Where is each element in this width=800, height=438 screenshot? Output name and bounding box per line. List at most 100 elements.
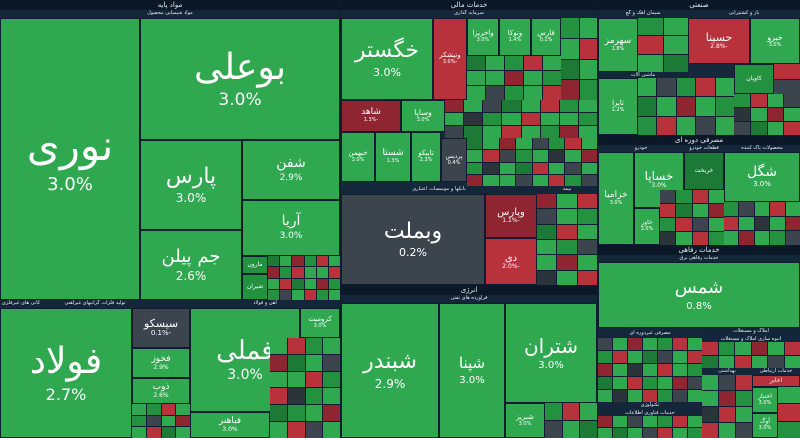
stock-symbol: شتران [523,334,579,358]
stock-tile-boali[interactable]: بوعلی 3.0% [140,18,340,140]
stock-tile-arya[interactable]: آریا 3.0% [242,200,340,256]
stock-change: 1.2% [611,106,625,113]
sector-header: مواد پایه [0,0,340,10]
stock-symbol: فملی [216,335,274,366]
stock-change: 3.0% [373,65,401,79]
stock-tile-vpars[interactable]: وپارس -1.1% [485,194,537,238]
stock-symbol: آوگ [760,418,770,426]
stock-symbol: سهرمز [604,36,632,47]
stock-tile-nouri[interactable]: نوری 3.0% [0,18,140,300]
stock-change: 3.0% [753,179,771,188]
stock-change: 3.0% [416,116,430,123]
stock-change: 3.0% [758,425,772,432]
industry-header-khodro: خودرو [598,145,684,152]
stock-symbol: نوری [26,121,114,170]
stock-tile-shefan[interactable]: شفن 2.9% [242,140,340,200]
small-stocks-mosaic [778,387,800,438]
stock-tile-shams[interactable]: شمس 0.8% [598,262,800,328]
stock-symbol: شستا [382,148,404,159]
stock-symbol: آریا [281,213,301,230]
small-stocks-mosaic [774,64,800,94]
stock-symbol: خگستر [354,38,420,64]
stock-tile-vakhariz[interactable]: واخریزا 3.0% [467,18,499,56]
stock-change: 3.0% [218,90,262,111]
stock-tile-shegol[interactable]: شگل 3.0% [724,152,800,202]
stock-tile-vtouka[interactable]: وتوکا 1.4% [499,18,531,56]
stock-change: 3.0% [227,367,263,384]
stock-change: 3.0% [47,174,93,196]
stock-change: 3.0% [651,182,667,190]
stock-change: 2.3% [419,157,433,164]
small-stocks-mosaic [702,342,800,368]
stock-change: 2.9% [374,376,406,391]
stock-tile-vbmellat[interactable]: وبملت 0.2% [341,194,485,285]
sector-sanati: صنعتی سیمان آهک و گچ بار و کشتیرانی سهرم… [598,0,800,135]
small-stocks-mosaic [702,375,752,438]
stock-tile-akhaber[interactable]: اخابر [752,375,800,387]
industry-header-ahan: آهن و فولاد [190,300,340,308]
stock-tile-sahrom[interactable]: سهرمز 1.8% [598,18,638,72]
stock-tile-pardis[interactable]: پردیس 0.4% [441,138,467,182]
small-stocks-mosaic [445,100,597,138]
stock-tile-maroun[interactable]: مارون [242,256,268,274]
stock-tile-fares[interactable]: فارس 0.1% [531,18,561,56]
industry-header-tech-sub: خدمات فناوری اطلاعات [598,410,702,416]
stock-tile-akhtar[interactable]: اختبار 3.0% [752,387,778,413]
stock-tile-tshahd[interactable]: شاهد -1.3% [341,100,401,132]
stock-symbol: دی [504,252,518,264]
stock-tile-khrikh[interactable]: خریخت [684,152,724,190]
stock-change: 3.0% [609,199,623,206]
stock-symbol: اختبار [758,392,772,400]
stock-tile-kroumit[interactable]: کرومیت 3.0% [300,308,340,338]
stock-symbol: خبهمن [348,149,368,158]
stock-tile-pars[interactable]: پارس 3.0% [140,140,242,230]
industry-header-filezat: تولید فلزات گرانبهای غیرآهنی [0,300,190,308]
small-stocks-mosaic [724,202,800,245]
stock-tile-dey[interactable]: دی -2.0% [485,238,537,285]
stock-tile-shabandar[interactable]: شبندر 2.9% [341,303,439,438]
stock-tile-tayra[interactable]: تایرا 1.2% [598,78,638,135]
stock-change: 0.2% [399,246,427,260]
stock-tile-shbriz[interactable]: شبریز 3.0% [505,403,545,438]
stock-symbol: پارس [165,163,217,189]
stock-symbol: وبملت [383,218,443,244]
industry-header-masrafi-gheir: مصرفی غیردوره ای [598,330,702,338]
industry-header-mashin: ماشین آلات [598,72,688,78]
small-stocks-mosaic [660,190,724,245]
stock-tile-shiran[interactable]: شیران [242,274,268,300]
stock-tile-sipesko[interactable]: سیسکو -0.1% [132,308,190,348]
stock-tile-kheshahn[interactable]: خبهمن 3.0% [341,132,375,182]
stock-change: 2.7% [45,385,87,404]
stock-tile-vsapa[interactable]: وساپا 3.0% [401,100,445,132]
sector-refahi: خدمات رفاهی خدمات رفاهی برق شمس 0.8% [598,245,800,328]
stock-symbol: فخوز [151,353,171,364]
industry-header-bar: بار و کشتیرانی [688,10,800,18]
stock-tile-kheyroo[interactable]: خیرو 3.0% [750,18,800,64]
sector-header: انرژی [341,285,597,295]
stock-tile-kaveh[interactable]: کاویان [734,64,774,94]
stock-tile-vanish[interactable]: ونیشکر -3.0% [433,18,467,100]
stock-tile-khgostar[interactable]: خگستر 3.0% [341,18,433,100]
stock-tile-vakaf[interactable]: آوگ 3.0% [752,413,778,438]
stock-tile-jampilen[interactable]: جم پیلن 2.6% [140,230,242,300]
stock-tile-zob[interactable]: ذوب 2.6% [132,378,190,404]
industry-header-amlak: املاک و مستغلات [702,328,800,336]
stock-tile-fbahonar[interactable]: فباهنر 3.0% [190,412,270,438]
stock-symbol: شمس [674,277,724,299]
stock-symbol: وپارس [497,207,525,219]
stock-tile-hasina[interactable]: حسینا -2.8% [688,18,750,64]
stock-tile-shasta[interactable]: شستا 1.3% [375,132,411,182]
stock-tile-folad[interactable]: فولاد 2.7% [0,308,132,438]
stock-tile-kharamia[interactable]: خزامیا 3.0% [598,152,634,245]
stock-tile-khavar[interactable]: خاور 3.0% [634,208,660,245]
stock-tile-tapiko[interactable]: تاپیکو 2.3% [411,132,441,182]
industry-header: فراورده های نفتی [341,295,597,303]
stock-tile-fkhouz[interactable]: فخوز 2.9% [132,348,190,378]
stock-tile-shpena[interactable]: شپنا 3.0% [439,303,505,438]
stock-symbol: فولاد [29,341,103,383]
small-stocks-mosaic [638,18,688,72]
stock-symbol: پردیس [445,152,463,160]
stock-change: -2.0% [502,262,520,270]
stock-change: 2.9% [279,172,303,183]
stock-tile-shtran[interactable]: شتران 3.0% [505,303,597,403]
